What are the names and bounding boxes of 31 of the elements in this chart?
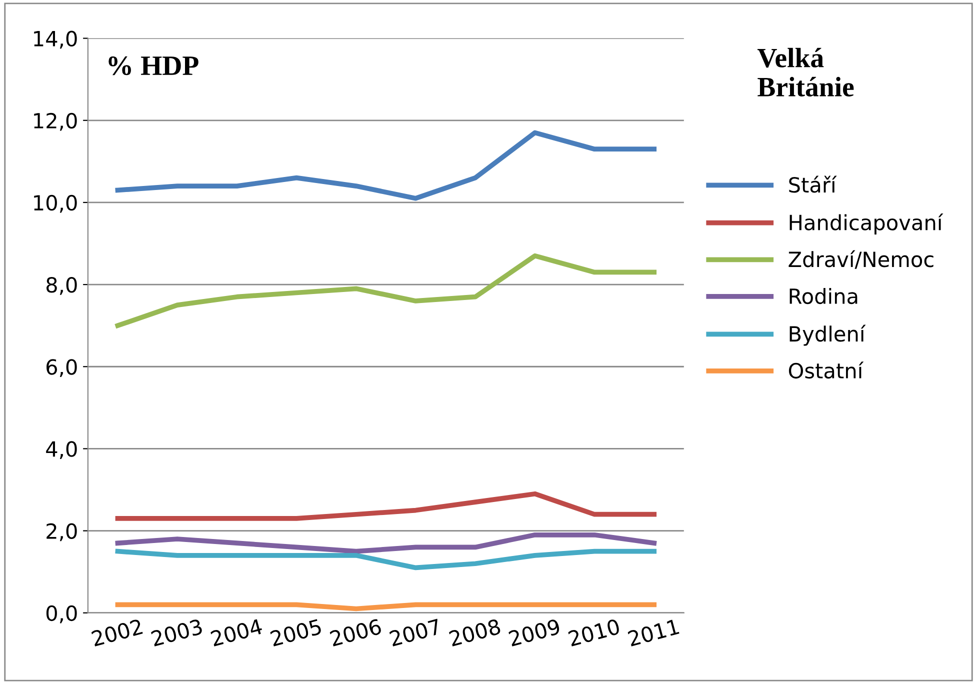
- y-tick-label: 2,0: [46, 523, 77, 542]
- legend-label: Zdraví/Nemoc: [788, 250, 934, 269]
- x-tick-label: 2011: [627, 618, 680, 647]
- legend-label: Rodina: [790, 288, 858, 304]
- x-tick-label: 2010: [568, 618, 620, 647]
- legend-label: Stáří: [789, 176, 837, 193]
- y-tick-label: 6,0: [46, 359, 77, 377]
- line-series: [115, 130, 657, 201]
- legend-label: Bydlení: [790, 324, 866, 346]
- x-tick-label: 2002: [91, 618, 143, 647]
- line-series: [115, 491, 657, 521]
- x-tick-label: 2006: [329, 618, 382, 647]
- y-tick-label: 12,0: [34, 112, 77, 131]
- y-tick-label: 4,0: [46, 441, 77, 460]
- x-tick-label: 2007: [389, 618, 442, 647]
- y-tick-label: 0,0: [46, 605, 77, 624]
- legend-label: Handicapovaní: [790, 213, 944, 234]
- x-tick-label: 2008: [448, 618, 502, 647]
- text: Velká Británie: [757, 48, 854, 96]
- y-tick-label: 10,0: [34, 194, 77, 213]
- annotation: % HDP: [108, 56, 198, 76]
- x-tick-label: 2003: [150, 618, 203, 647]
- x-tick-label: 2004: [210, 618, 263, 647]
- y-tick-label: 14,0: [34, 30, 77, 49]
- x-tick-label: 2005: [270, 618, 322, 647]
- x-tick-label: 2009: [508, 618, 561, 647]
- legend-label: Ostatní: [788, 362, 864, 379]
- y-tick-label: 8,0: [46, 276, 77, 295]
- line-series: [115, 532, 657, 554]
- line-series: [115, 548, 657, 570]
- line-series: [115, 253, 657, 328]
